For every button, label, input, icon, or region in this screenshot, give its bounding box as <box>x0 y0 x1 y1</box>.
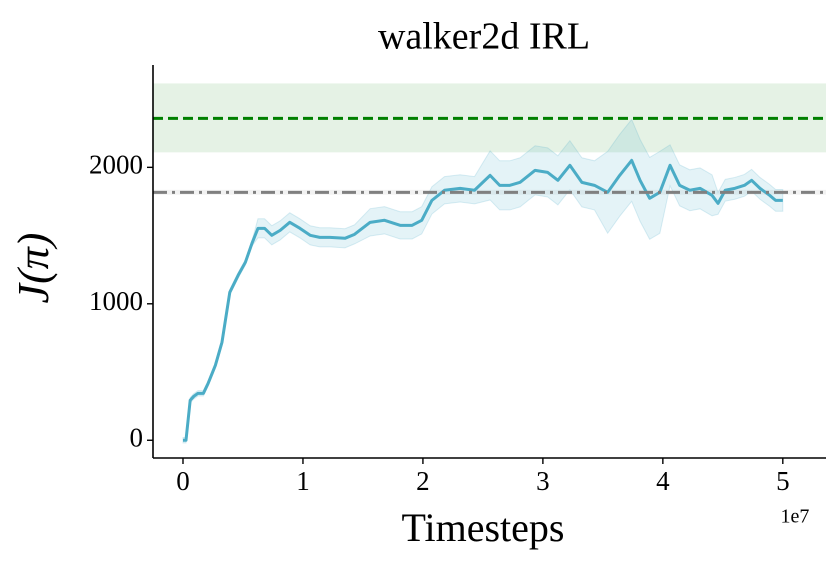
x-tick-label: 2 <box>416 466 430 496</box>
y-tick-label: 2000 <box>89 150 143 180</box>
y-axis-label: J(π) <box>9 233 58 304</box>
x-tick-label: 1 <box>296 466 310 496</box>
x-tick-label: 4 <box>656 466 670 496</box>
chart-title: walker2d IRL <box>378 16 590 58</box>
x-tick-label: 3 <box>536 466 550 496</box>
series-line <box>182 158 783 442</box>
x-tick-label: 5 <box>776 466 790 496</box>
x-tick-label: 0 <box>176 466 190 496</box>
x-axis-label: Timesteps <box>401 505 564 550</box>
confidence-band <box>182 118 784 444</box>
x-offset-label: 1e7 <box>781 506 810 528</box>
y-tick-label: 1000 <box>89 286 143 316</box>
y-tick-label: 0 <box>130 422 144 452</box>
